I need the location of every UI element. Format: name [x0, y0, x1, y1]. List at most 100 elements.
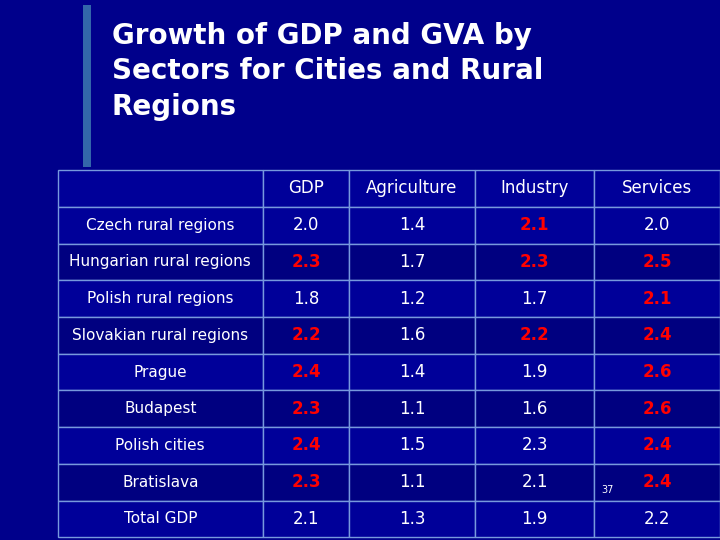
Bar [594, 317, 720, 354]
Bar [58, 317, 263, 354]
Bar [475, 390, 594, 427]
Text: 2.3: 2.3 [520, 253, 549, 271]
Text: 1.1: 1.1 [399, 473, 426, 491]
Text: 1.8: 1.8 [293, 289, 319, 308]
Bar [58, 427, 263, 464]
Text: 2.1: 2.1 [293, 510, 319, 528]
Text: GDP: GDP [288, 179, 324, 198]
Bar [263, 464, 349, 501]
Text: 2.1: 2.1 [642, 289, 672, 308]
Text: 2.4: 2.4 [291, 436, 321, 455]
Bar [58, 354, 263, 390]
Text: 2.1: 2.1 [520, 216, 549, 234]
Bar [475, 170, 594, 207]
Text: 2.4: 2.4 [642, 436, 672, 455]
Text: 1.7: 1.7 [399, 253, 426, 271]
Text: Hungarian rural regions: Hungarian rural regions [69, 254, 251, 269]
Bar [594, 170, 720, 207]
Bar [594, 244, 720, 280]
Bar [594, 354, 720, 390]
Bar [263, 207, 349, 244]
Bar [349, 207, 475, 244]
Text: 2.6: 2.6 [642, 400, 672, 418]
Text: 2.4: 2.4 [642, 326, 672, 345]
Bar [58, 170, 263, 207]
Text: 2.3: 2.3 [291, 400, 321, 418]
Bar [349, 390, 475, 427]
Bar [594, 427, 720, 464]
Text: Polish rural regions: Polish rural regions [87, 291, 233, 306]
Bar [349, 464, 475, 501]
Text: 2.4: 2.4 [642, 473, 672, 491]
Bar [475, 427, 594, 464]
Text: 1.9: 1.9 [521, 510, 548, 528]
Bar [475, 354, 594, 390]
Text: Polish cities: Polish cities [115, 438, 205, 453]
Bar [263, 244, 349, 280]
Bar [594, 501, 720, 537]
Text: 1.3: 1.3 [399, 510, 426, 528]
Bar [475, 464, 594, 501]
Text: 1.6: 1.6 [521, 400, 548, 418]
Text: Industry: Industry [500, 179, 569, 198]
Text: 2.3: 2.3 [521, 436, 548, 455]
Bar [349, 244, 475, 280]
Bar [349, 170, 475, 207]
Text: 1.9: 1.9 [521, 363, 548, 381]
Bar [58, 207, 263, 244]
Text: Budapest: Budapest [124, 401, 197, 416]
Bar [475, 501, 594, 537]
Text: Agriculture: Agriculture [366, 179, 458, 198]
Text: 2.2: 2.2 [644, 510, 670, 528]
Text: 2.3: 2.3 [291, 473, 321, 491]
Bar [58, 501, 263, 537]
Bar [594, 207, 720, 244]
Text: 1.6: 1.6 [399, 326, 426, 345]
Bar [263, 501, 349, 537]
Bar [263, 390, 349, 427]
Bar [263, 354, 349, 390]
Text: Prague: Prague [133, 364, 187, 380]
Text: 2.6: 2.6 [642, 363, 672, 381]
Bar [263, 427, 349, 464]
Bar [349, 317, 475, 354]
Bar [594, 280, 720, 317]
Text: Services: Services [622, 179, 692, 198]
Bar [58, 244, 263, 280]
Text: 1.4: 1.4 [399, 363, 426, 381]
Text: Total GDP: Total GDP [124, 511, 197, 526]
Text: 2.5: 2.5 [642, 253, 672, 271]
Text: 2.2: 2.2 [520, 326, 549, 345]
Text: Bratislava: Bratislava [122, 475, 199, 490]
Bar [263, 317, 349, 354]
Bar [263, 170, 349, 207]
Bar [475, 244, 594, 280]
Text: 2.1: 2.1 [521, 473, 548, 491]
Text: Slovakian rural regions: Slovakian rural regions [72, 328, 248, 343]
Text: 2.0: 2.0 [644, 216, 670, 234]
Bar [349, 280, 475, 317]
Text: 2.2: 2.2 [291, 326, 321, 345]
Bar [594, 390, 720, 427]
Bar [83, 5, 91, 167]
Bar [58, 280, 263, 317]
Bar [349, 501, 475, 537]
Bar [475, 207, 594, 244]
Bar [475, 280, 594, 317]
Text: Czech rural regions: Czech rural regions [86, 218, 235, 233]
Text: 1.5: 1.5 [399, 436, 426, 455]
Text: 2.3: 2.3 [291, 253, 321, 271]
Bar [594, 464, 720, 501]
Text: 1.1: 1.1 [399, 400, 426, 418]
Text: 1.4: 1.4 [399, 216, 426, 234]
Bar [58, 390, 263, 427]
Text: 2.0: 2.0 [293, 216, 319, 234]
Text: 2.4: 2.4 [291, 363, 321, 381]
Text: Growth of GDP and GVA by
Sectors for Cities and Rural
Regions: Growth of GDP and GVA by Sectors for Cit… [112, 22, 543, 121]
Bar [349, 427, 475, 464]
Bar [58, 464, 263, 501]
Text: 37: 37 [601, 485, 613, 495]
Text: 1.2: 1.2 [399, 289, 426, 308]
Bar [263, 280, 349, 317]
Bar [349, 354, 475, 390]
